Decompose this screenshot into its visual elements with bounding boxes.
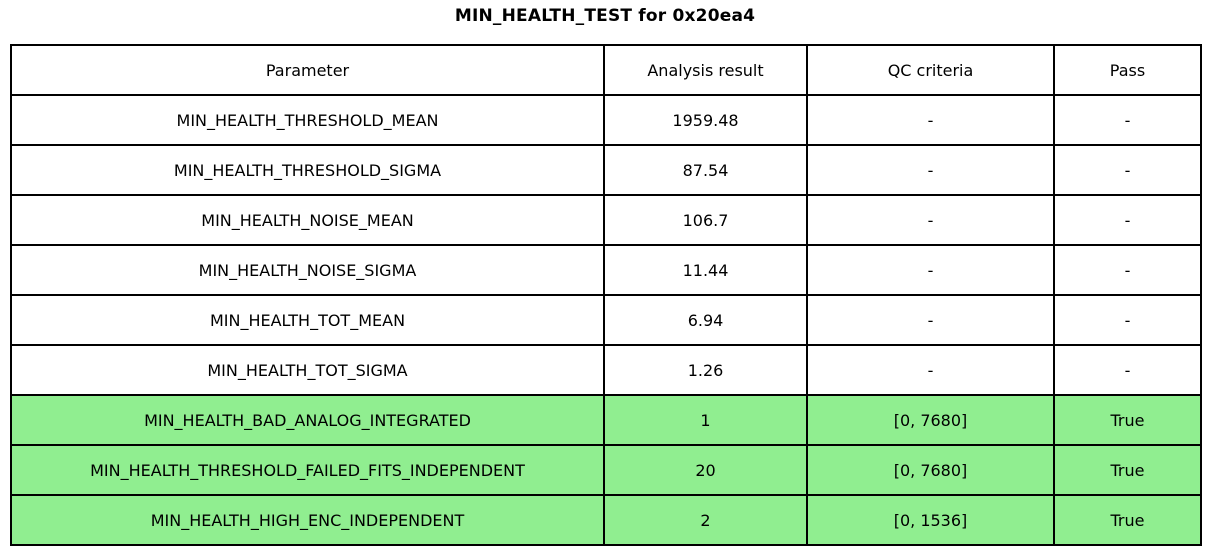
cell-pass: - [1053,144,1202,196]
col-header-pass: Pass [1053,44,1202,96]
cell-analysis-result: 11.44 [603,244,808,296]
table-row: MIN_HEALTH_THRESHOLD_MEAN 1959.48 - - [10,94,1202,146]
cell-analysis-result: 1.26 [603,344,808,396]
cell-analysis-result: 1 [603,394,808,446]
cell-analysis-result: 2 [603,494,808,546]
cell-qc-criteria: - [806,194,1055,246]
table-body: MIN_HEALTH_THRESHOLD_MEAN 1959.48 - - MI… [10,94,1202,546]
table-row: MIN_HEALTH_NOISE_MEAN 106.7 - - [10,194,1202,246]
cell-parameter: MIN_HEALTH_NOISE_SIGMA [10,244,605,296]
cell-parameter: MIN_HEALTH_NOISE_MEAN [10,194,605,246]
cell-pass: True [1053,394,1202,446]
cell-pass: True [1053,494,1202,546]
cell-parameter: MIN_HEALTH_THRESHOLD_SIGMA [10,144,605,196]
cell-parameter: MIN_HEALTH_TOT_SIGMA [10,344,605,396]
cell-qc-criteria: - [806,344,1055,396]
header-row: Parameter Analysis result QC criteria Pa… [10,44,1202,96]
table-row: MIN_HEALTH_NOISE_SIGMA 11.44 - - [10,244,1202,296]
cell-analysis-result: 20 [603,444,808,496]
cell-pass: - [1053,244,1202,296]
cell-qc-criteria: - [806,144,1055,196]
table-row: MIN_HEALTH_BAD_ANALOG_INTEGRATED 1 [0, 7… [10,394,1202,446]
cell-parameter: MIN_HEALTH_HIGH_ENC_INDEPENDENT [10,494,605,546]
cell-analysis-result: 1959.48 [603,94,808,146]
col-header-analysis-result: Analysis result [603,44,808,96]
cell-pass: True [1053,444,1202,496]
cell-parameter: MIN_HEALTH_BAD_ANALOG_INTEGRATED [10,394,605,446]
cell-parameter: MIN_HEALTH_TOT_MEAN [10,294,605,346]
page-title: MIN_HEALTH_TEST for 0x20ea4 [454,6,756,26]
cell-qc-criteria: - [806,294,1055,346]
cell-qc-criteria: [0, 1536] [806,494,1055,546]
cell-analysis-result: 6.94 [603,294,808,346]
table-row: MIN_HEALTH_HIGH_ENC_INDEPENDENT 2 [0, 15… [10,494,1202,546]
cell-qc-criteria: [0, 7680] [806,394,1055,446]
table-row: MIN_HEALTH_THRESHOLD_SIGMA 87.54 - - [10,144,1202,196]
table-row: MIN_HEALTH_TOT_SIGMA 1.26 - - [10,344,1202,396]
cell-parameter: MIN_HEALTH_THRESHOLD_MEAN [10,94,605,146]
col-header-qc-criteria: QC criteria [806,44,1055,96]
cell-analysis-result: 106.7 [603,194,808,246]
cell-pass: - [1053,344,1202,396]
cell-pass: - [1053,294,1202,346]
cell-parameter: MIN_HEALTH_THRESHOLD_FAILED_FITS_INDEPEN… [10,444,605,496]
cell-pass: - [1053,194,1202,246]
table-row: MIN_HEALTH_THRESHOLD_FAILED_FITS_INDEPEN… [10,444,1202,496]
cell-pass: - [1053,94,1202,146]
qc-table: Parameter Analysis result QC criteria Pa… [10,44,1202,546]
cell-analysis-result: 87.54 [603,144,808,196]
cell-qc-criteria: - [806,94,1055,146]
table-row: MIN_HEALTH_TOT_MEAN 6.94 - - [10,294,1202,346]
cell-qc-criteria: [0, 7680] [806,444,1055,496]
col-header-parameter: Parameter [10,44,605,96]
cell-qc-criteria: - [806,244,1055,296]
